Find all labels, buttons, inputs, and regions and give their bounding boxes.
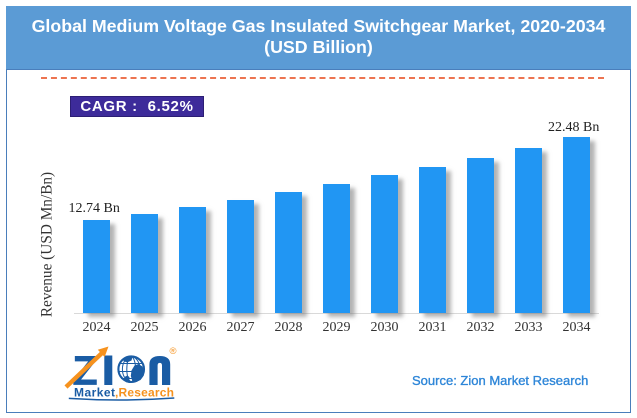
svg-text:Market: Market — [74, 386, 115, 400]
svg-text:®: ® — [170, 346, 177, 357]
svg-text:,Research: ,Research — [115, 386, 174, 400]
